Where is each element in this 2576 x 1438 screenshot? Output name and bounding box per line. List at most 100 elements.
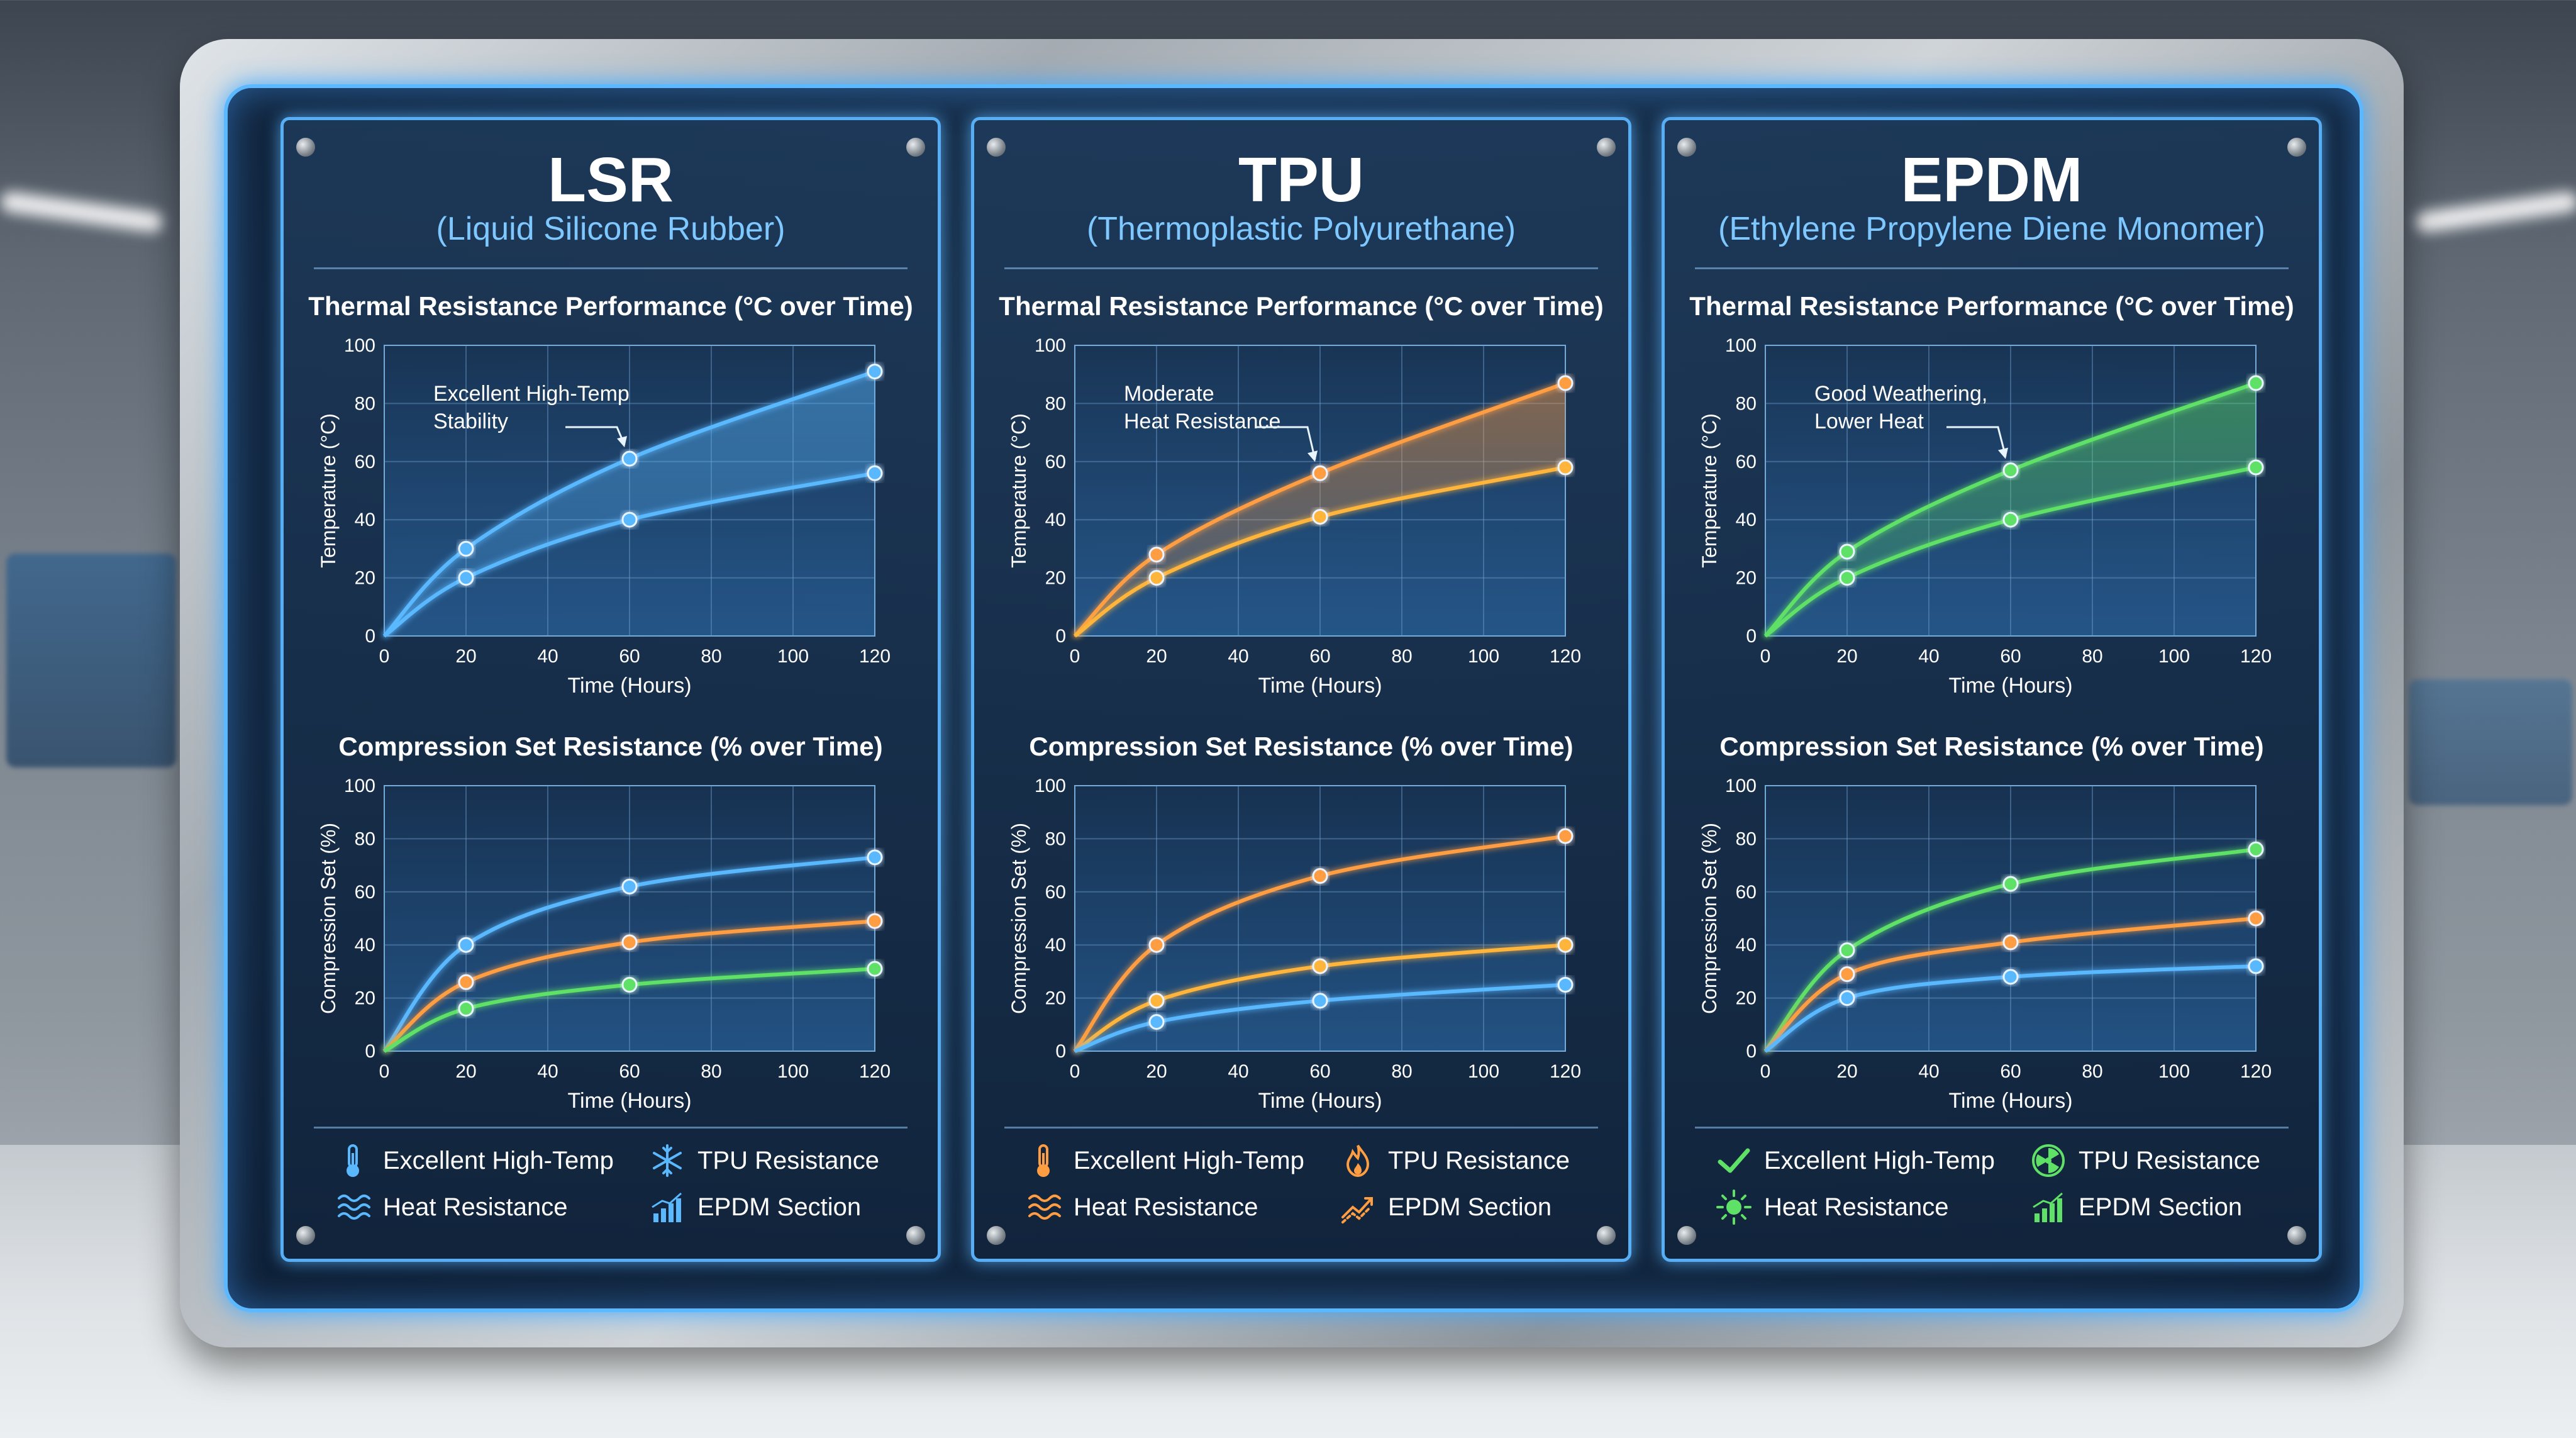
x-tick-label: 80	[1391, 1061, 1412, 1082]
legend-item: EPDM Section	[1339, 1186, 1552, 1229]
legend-label: Excellent High-Temp	[1074, 1147, 1304, 1174]
x-tick-label: 20	[1146, 646, 1167, 667]
y-tick-label: 60	[355, 452, 375, 472]
data-point	[1148, 1014, 1165, 1030]
panel-subtitle: (Ethylene Propylene Diene Monomer)	[1718, 211, 2265, 247]
y-tick-label: 100	[1725, 776, 1757, 796]
legend-item: Heat Resistance	[334, 1186, 567, 1229]
x-tick-label: 100	[2158, 646, 2190, 667]
y-axis-label: Compression Set (%)	[1008, 823, 1030, 1014]
checkmark-icon	[1715, 1142, 1753, 1179]
series-line-2	[383, 471, 875, 638]
series-line-1	[382, 855, 875, 1052]
x-tick-label: 0	[379, 646, 390, 667]
annotation-arrowhead	[1998, 447, 2008, 459]
y-tick-label: 40	[1045, 935, 1066, 956]
series-line-2	[1074, 943, 1566, 1053]
ceiling-light	[0, 190, 165, 234]
legend-item: EPDM Section	[2029, 1186, 2242, 1229]
x-tick-label: 80	[701, 646, 721, 667]
annotation-text: Moderate Heat Resistance	[1124, 382, 1280, 433]
y-tick-label: 0	[365, 1041, 375, 1062]
data-point	[1148, 547, 1165, 563]
divider	[1695, 1127, 2289, 1129]
y-tick-label: 100	[344, 335, 375, 356]
legend-label: EPDM Section	[697, 1193, 862, 1221]
x-tick-label: 20	[1836, 646, 1857, 667]
data-point	[1839, 942, 1855, 959]
x-tick-label: 100	[1468, 1061, 1499, 1082]
legend-label: EPDM Section	[2079, 1193, 2243, 1221]
chart-title: Compression Set Resistance (% over Time)	[338, 732, 883, 761]
series-line-2	[1764, 465, 2257, 638]
panel-title: LSR	[548, 145, 674, 215]
data-point	[1148, 993, 1165, 1009]
screw	[2287, 138, 2306, 157]
y-tick-label: 40	[1045, 510, 1066, 530]
x-tick-label: 120	[2240, 646, 2272, 667]
data-point	[2248, 841, 2264, 857]
legend-label: TPU Resistance	[1388, 1147, 1570, 1174]
y-tick-label: 60	[1045, 452, 1066, 472]
y-tick-label: 100	[1035, 335, 1066, 356]
x-axis-label: Time (Hours)	[1258, 674, 1382, 698]
area-fill	[384, 371, 875, 636]
x-tick-label: 40	[1918, 646, 1939, 667]
material-panel-tpu: TPU (Thermoplastic Polyurethane) Thermal…	[971, 117, 1631, 1262]
y-tick-label: 100	[1035, 776, 1066, 796]
divider	[314, 1127, 908, 1129]
y-tick-label: 20	[355, 988, 375, 1009]
annotation-arrow	[1946, 426, 2007, 457]
legend: Excellent High-Temp TPU Resistance Heat Re…	[334, 1139, 900, 1240]
x-tick-label: 0	[1070, 646, 1080, 667]
data-point	[621, 977, 638, 993]
panel-title: TPU	[1238, 145, 1364, 215]
x-tick-label: 60	[1309, 1061, 1330, 1082]
y-tick-label: 80	[1736, 393, 1757, 414]
data-point	[1557, 977, 1574, 993]
data-point	[2002, 934, 2019, 950]
area-fill	[1765, 383, 2256, 636]
legend-label: EPDM Section	[1388, 1193, 1552, 1221]
data-point	[1557, 937, 1574, 953]
legend: Excellent High-Temp TPU Resistance Heat Re…	[1024, 1139, 1591, 1240]
x-tick-label: 0	[1070, 1061, 1080, 1082]
x-tick-label: 40	[1228, 646, 1248, 667]
heat-waves-icon	[1024, 1188, 1062, 1226]
data-point	[1557, 459, 1574, 476]
x-tick-label: 40	[537, 1061, 558, 1082]
data-point	[867, 849, 883, 866]
data-point	[621, 934, 638, 950]
y-tick-label: 0	[365, 626, 375, 647]
thermometer-icon	[1024, 1142, 1062, 1179]
y-tick-label: 40	[1736, 935, 1757, 956]
thermal-chart: 0 20 40 60 80 100 120 0 20 40 60 80 100 Time (Hours) T…	[1698, 335, 2272, 698]
compression-chart: 0 20 40 60 80 100 120 0 20 40 60 80 100 Time (Hours) C…	[1698, 776, 2272, 1113]
x-tick-label: 80	[701, 1061, 721, 1082]
annotation-text: Good Weathering, Lower Heat	[1814, 382, 1987, 433]
screw	[2287, 1226, 2306, 1245]
legend-item: Heat Resistance	[1024, 1186, 1258, 1229]
data-point	[867, 465, 883, 481]
panel-subtitle: (Liquid Silicone Rubber)	[436, 211, 786, 247]
legend-label: Heat Resistance	[1764, 1193, 1949, 1221]
data-point	[1312, 867, 1328, 884]
x-tick-label: 120	[859, 646, 891, 667]
x-tick-label: 100	[777, 646, 809, 667]
divider	[1695, 267, 2289, 269]
x-tick-label: 60	[1309, 646, 1330, 667]
screw	[906, 138, 925, 157]
legend-item: TPU Resistance	[1339, 1139, 1570, 1182]
x-tick-label: 80	[2082, 646, 2102, 667]
legend-label: Excellent High-Temp	[383, 1147, 614, 1174]
y-tick-label: 80	[355, 828, 375, 849]
series-line-1	[382, 369, 876, 638]
divider	[1004, 267, 1598, 269]
legend-label: Heat Resistance	[1074, 1193, 1258, 1221]
material-panel-lsr: LSR (Liquid Silicone Rubber) Thermal Res…	[280, 117, 941, 1262]
data-point	[458, 570, 474, 586]
x-tick-label: 20	[455, 1061, 476, 1082]
y-tick-label: 60	[1045, 882, 1066, 903]
y-axis-label: Temperature (°C)	[317, 413, 340, 568]
y-tick-label: 20	[1736, 568, 1757, 589]
